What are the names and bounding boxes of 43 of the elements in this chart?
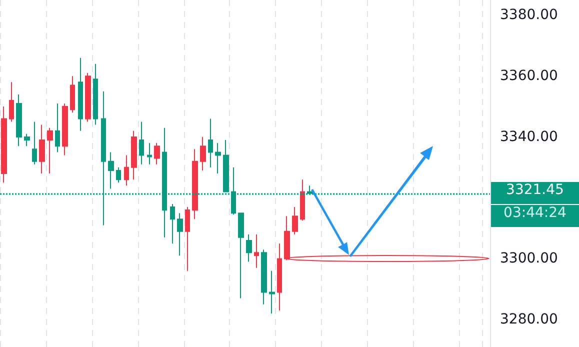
candlestick bbox=[85, 72, 91, 122]
candlestick bbox=[261, 249, 267, 305]
y-tick-label: 3300.00 bbox=[500, 250, 558, 267]
ref-line-label: 3321.45 bbox=[491, 182, 579, 204]
candlestick bbox=[215, 142, 221, 174]
candlestick bbox=[154, 142, 160, 165]
y-tick-label: 3380.00 bbox=[500, 7, 558, 24]
candlestick bbox=[39, 124, 45, 174]
y-tick-label: 3280.00 bbox=[500, 312, 558, 328]
candlestick bbox=[70, 76, 75, 114]
candlestick bbox=[185, 206, 190, 272]
candlestick bbox=[139, 121, 144, 165]
candlestick bbox=[208, 118, 213, 168]
candlestick bbox=[47, 127, 53, 174]
candlestick bbox=[1, 106, 7, 184]
candlestick bbox=[116, 166, 121, 184]
y-tick-label: 3340.00 bbox=[500, 128, 558, 145]
candlestick bbox=[32, 121, 37, 165]
candlestick bbox=[277, 243, 282, 311]
candlestick bbox=[55, 102, 60, 153]
candlestick bbox=[170, 203, 175, 244]
candlestick bbox=[78, 57, 83, 132]
candlestick bbox=[147, 142, 152, 165]
candlestick bbox=[200, 136, 206, 171]
candlestick bbox=[254, 234, 259, 268]
candlestick bbox=[131, 130, 137, 180]
candlestick bbox=[292, 206, 298, 235]
candlestick bbox=[246, 234, 252, 262]
candlestick bbox=[24, 133, 30, 147]
candlestick bbox=[177, 212, 183, 256]
candlestick bbox=[124, 154, 129, 186]
candlestick bbox=[300, 179, 305, 222]
candlestick bbox=[192, 148, 198, 220]
candlestick bbox=[93, 63, 98, 126]
y-tick-label: 3360.00 bbox=[500, 68, 558, 84]
candlestick bbox=[238, 212, 244, 299]
candlestick bbox=[284, 216, 290, 261]
candlestick bbox=[62, 102, 68, 156]
candlestick bbox=[269, 270, 275, 314]
candlestick bbox=[9, 82, 14, 122]
text: 03:44:24 bbox=[491, 205, 579, 228]
candlestick bbox=[108, 152, 114, 190]
candlestick bbox=[16, 94, 22, 147]
